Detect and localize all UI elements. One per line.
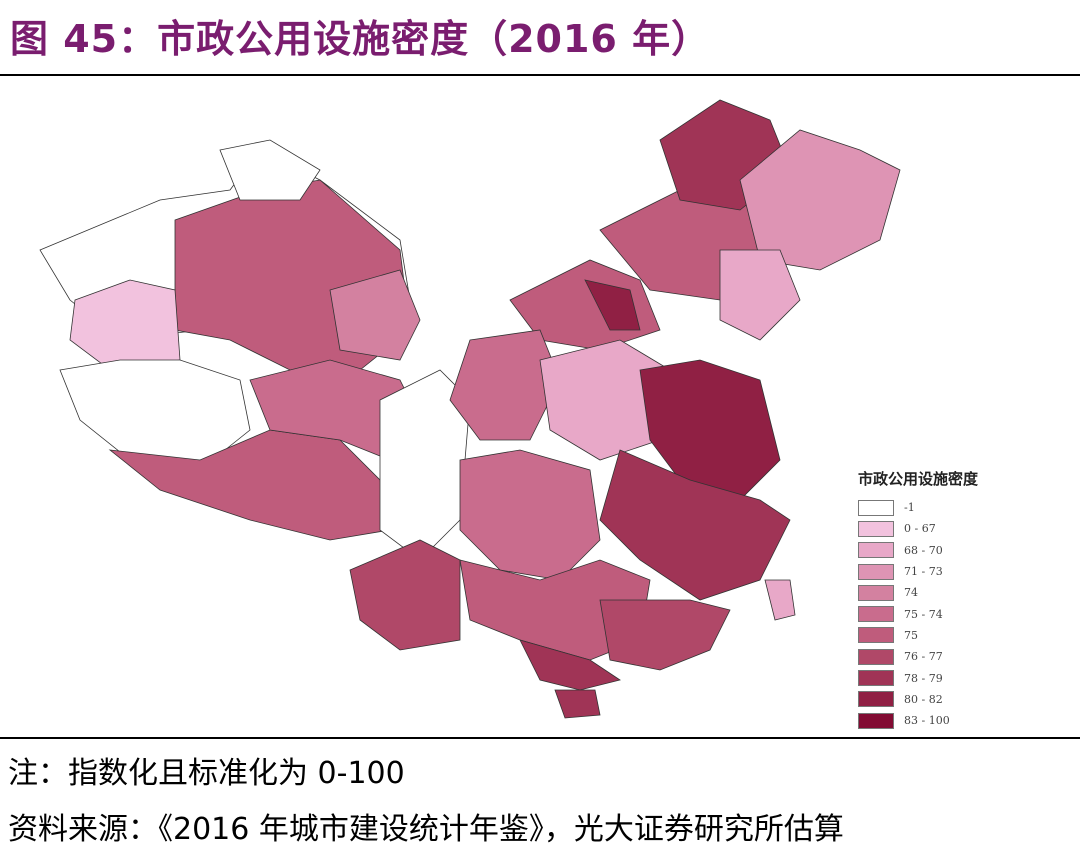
legend-label: -1 bbox=[904, 501, 915, 515]
legend-label: 83 - 100 bbox=[904, 714, 950, 728]
legend-label: 76 - 77 bbox=[904, 650, 943, 664]
legend-swatch bbox=[858, 584, 894, 601]
map-region bbox=[639, 359, 781, 501]
legend-item: 78 - 79 bbox=[858, 667, 978, 688]
legend-item: -1 bbox=[858, 497, 978, 518]
legend-swatch bbox=[858, 712, 894, 729]
map-region bbox=[459, 449, 601, 581]
map-region bbox=[519, 639, 621, 691]
legend-swatch bbox=[858, 563, 894, 580]
china-map bbox=[39, 99, 901, 719]
legend-item: 68 - 70 bbox=[858, 540, 978, 561]
map-region bbox=[584, 279, 641, 331]
legend: 市政公用设施密度 -1 0 - 67 68 - 70 71 - 73 74 75 - 74… bbox=[858, 468, 978, 731]
legend-swatch bbox=[858, 542, 894, 559]
legend-label: 80 - 82 bbox=[904, 692, 943, 706]
map-region bbox=[449, 329, 561, 441]
map-region bbox=[719, 249, 801, 341]
map-region bbox=[219, 139, 321, 201]
map-region bbox=[349, 539, 461, 651]
map-region bbox=[599, 599, 731, 671]
legend-swatch bbox=[858, 691, 894, 708]
legend-swatch bbox=[858, 520, 894, 537]
note-text: 注：指数化且标准化为 0-100 bbox=[8, 756, 405, 791]
legend-item: 0 - 67 bbox=[858, 518, 978, 539]
figure-title: 图 45：市政公用设施密度（2016 年） bbox=[10, 17, 711, 61]
legend-item: 74 bbox=[858, 582, 978, 603]
legend-swatch bbox=[858, 627, 894, 644]
legend-item: 71 - 73 bbox=[858, 561, 978, 582]
legend-swatch bbox=[858, 606, 894, 623]
map-region bbox=[329, 269, 421, 361]
top-rule bbox=[0, 74, 1080, 76]
map-region bbox=[764, 579, 796, 621]
legend-title: 市政公用设施密度 bbox=[858, 470, 979, 488]
legend-item: 76 - 77 bbox=[858, 646, 978, 667]
legend-item: 80 - 82 bbox=[858, 689, 978, 710]
legend-label: 74 bbox=[904, 586, 918, 600]
legend-label: 0 - 67 bbox=[904, 522, 936, 536]
legend-label: 78 - 79 bbox=[904, 671, 943, 685]
map-region bbox=[59, 359, 251, 471]
legend-swatch bbox=[858, 670, 894, 687]
source-text: 资料来源：《2016 年城市建设统计年鉴》，光大证券研究所估算 bbox=[8, 812, 844, 847]
legend-swatch bbox=[858, 648, 894, 665]
bottom-rule bbox=[0, 737, 1080, 739]
map-region bbox=[554, 689, 601, 719]
map-region bbox=[599, 449, 791, 601]
legend-label: 75 - 74 bbox=[904, 607, 943, 621]
legend-swatch bbox=[858, 499, 894, 516]
legend-item: 75 - 74 bbox=[858, 603, 978, 624]
legend-label: 71 - 73 bbox=[904, 565, 943, 579]
legend-label: 75 bbox=[904, 628, 918, 642]
legend-label: 68 - 70 bbox=[904, 543, 943, 557]
legend-item: 83 - 100 bbox=[858, 710, 978, 731]
legend-item: 75 bbox=[858, 625, 978, 646]
